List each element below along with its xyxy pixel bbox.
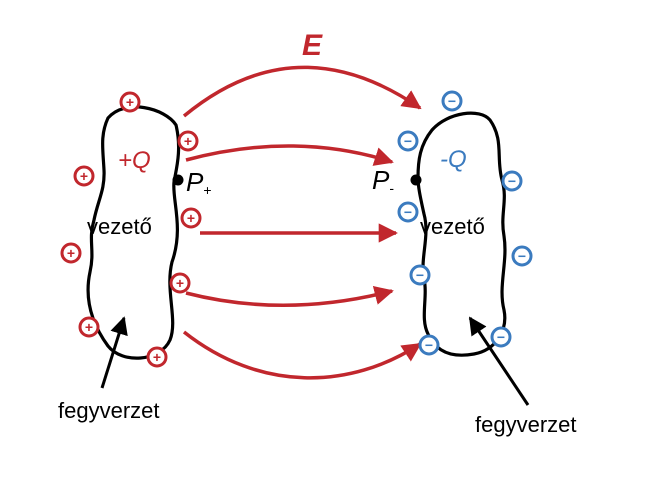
positive-charge: + — [78, 316, 100, 338]
point-p-plus-dot — [172, 174, 184, 186]
negative-charge-sign: − — [425, 337, 433, 353]
right-conductor-label: vezető — [420, 214, 485, 239]
negative-charge: − — [397, 130, 419, 152]
positive-charge: + — [73, 165, 95, 187]
field-lines — [182, 65, 422, 380]
field-line-1 — [182, 65, 422, 118]
negative-charge: − — [490, 326, 512, 348]
field-line-5 — [182, 330, 422, 380]
left-conductor-label: vezető — [87, 214, 152, 239]
negative-charge: − — [397, 201, 419, 223]
point-p-plus-label: P+ — [186, 167, 212, 198]
negative-charge: − — [441, 90, 463, 112]
negative-charges: − − − − − − − − — [397, 90, 533, 356]
point-p-minus-dot — [410, 174, 422, 186]
negative-charge-sign: − — [404, 133, 412, 149]
right-conductor-outline — [416, 111, 507, 357]
positive-charge-sign: + — [153, 349, 161, 365]
positive-charge: + — [169, 272, 191, 294]
point-p-plus-sub: + — [203, 182, 211, 198]
point-p-minus-label: P- — [372, 165, 394, 196]
negative-charge-sign: − — [497, 329, 505, 345]
positive-charge-sign: + — [176, 275, 184, 291]
field-label: E — [302, 29, 323, 62]
negative-charge: − — [409, 264, 431, 286]
right-plate-label: fegyverzet — [475, 412, 577, 437]
point-p-minus-sub: - — [389, 180, 394, 196]
negative-charge: − — [418, 334, 440, 356]
positive-charge: + — [146, 346, 168, 368]
right-charge-label: -Q — [440, 146, 467, 173]
field-line-2 — [185, 144, 394, 166]
negative-charge-sign: − — [448, 93, 456, 109]
positive-charge: + — [177, 130, 199, 152]
field-line-4 — [185, 286, 394, 307]
point-p-plus-letter: P — [186, 167, 204, 197]
left-plate-label: fegyverzet — [58, 398, 160, 423]
positive-charge-sign: + — [67, 245, 75, 261]
negative-charge: − — [511, 245, 533, 267]
left-charge-label: +Q — [118, 147, 151, 174]
positive-charge-sign: + — [80, 168, 88, 184]
negative-charge-sign: − — [518, 248, 526, 264]
positive-charge: + — [119, 91, 141, 113]
negative-charge-sign: − — [508, 173, 516, 189]
left-plate-pointer — [100, 316, 128, 389]
negative-charge-sign: − — [404, 204, 412, 220]
negative-charge: − — [501, 170, 523, 192]
positive-charges: + + + + + + + + — [60, 91, 202, 368]
right-plate-pointer — [468, 316, 530, 406]
positive-charge-sign: + — [184, 133, 192, 149]
positive-charge-sign: + — [187, 210, 195, 226]
point-p-minus-letter: P — [372, 165, 390, 195]
positive-charge-sign: + — [126, 94, 134, 110]
negative-charge-sign: − — [416, 267, 424, 283]
positive-charge-sign: + — [85, 319, 93, 335]
positive-charge: + — [180, 207, 202, 229]
positive-charge: + — [60, 242, 82, 264]
